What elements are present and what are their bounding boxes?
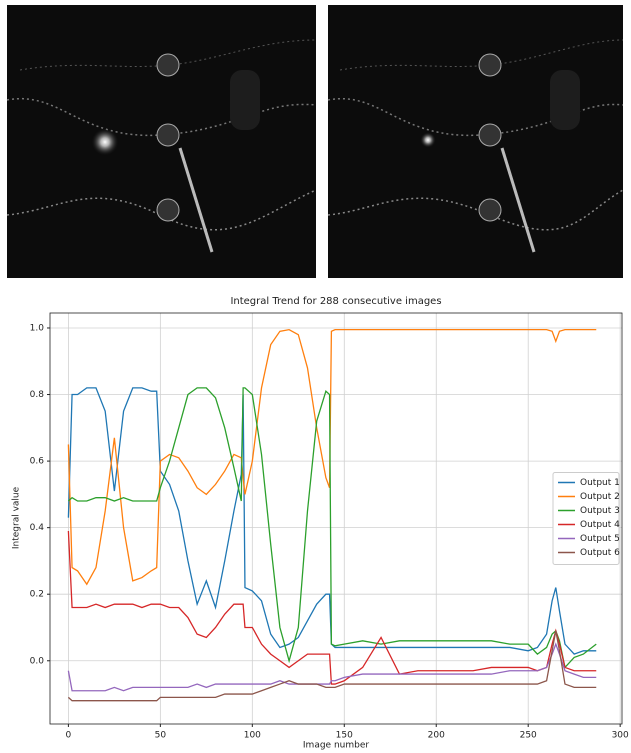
legend-label: Output 2 (580, 492, 620, 502)
x-tick-label: 300 (612, 731, 629, 741)
legend-label: Output 6 (580, 548, 620, 558)
image-left (7, 5, 316, 278)
y-tick-label: 1.0 (30, 323, 45, 333)
x-tick-label: 100 (244, 731, 261, 741)
y-tick-label: 0.8 (30, 390, 45, 400)
figure: Integral Trend for 288 consecutive image… (0, 0, 631, 753)
grid: 0 50 100 150 200 250 300 0.0 0.2 0.4 0.6 0.8 1.0 (30, 313, 629, 741)
y-tick-label: 0.0 (30, 656, 45, 666)
legend: Output 1 Output 2 Output 3 Output 4 Output 5… (553, 473, 620, 565)
chart-title: Integral Trend for 288 consecutive image… (230, 296, 441, 307)
x-tick-label: 200 (428, 731, 445, 741)
series-line (68, 631, 596, 701)
x-axis-label: Image number (303, 741, 369, 751)
series-line (68, 330, 596, 585)
legend-label: Output 4 (580, 520, 620, 530)
y-tick-label: 0.2 (30, 590, 44, 600)
x-tick-label: 250 (520, 731, 537, 741)
y-tick-label: 0.6 (30, 457, 45, 467)
y-axis-label: Integral value (12, 486, 22, 549)
plot-frame (50, 313, 622, 724)
image-right (328, 5, 623, 278)
x-tick-label: 50 (155, 731, 167, 741)
legend-label: Output 1 (580, 478, 620, 488)
plot-lines (68, 330, 596, 701)
series-line (68, 388, 596, 654)
x-tick-label: 150 (336, 731, 353, 741)
legend-label: Output 5 (580, 534, 620, 544)
legend-label: Output 3 (580, 506, 620, 516)
y-tick-label: 0.4 (30, 523, 45, 533)
x-tick-label: 0 (66, 731, 72, 741)
page: Integral Trend for 288 consecutive image… (0, 0, 631, 753)
